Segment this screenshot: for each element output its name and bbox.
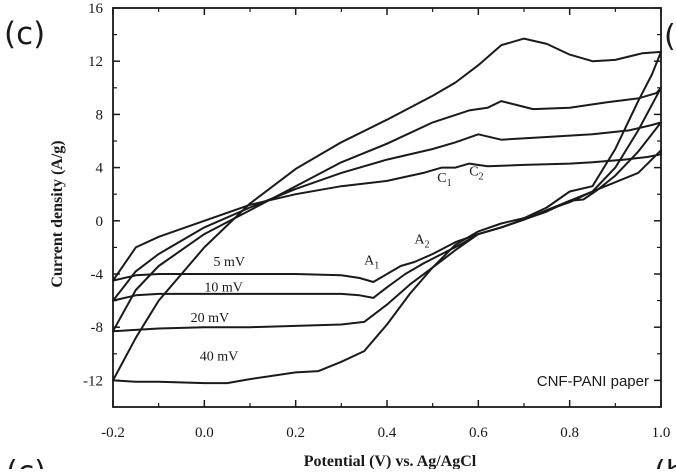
peak-label-c1: C1 [437, 171, 451, 189]
x-tick-label: 0.0 [195, 425, 214, 441]
inset-label: CNF-PANI paper [537, 373, 649, 390]
cv-curve-40mv [112, 37, 662, 385]
peak-label-a2: A2 [414, 232, 429, 250]
y-tick-label: -8 [91, 320, 104, 336]
plot-frame [112, 7, 662, 408]
corner-fragment-bottom-right: (b [654, 455, 676, 469]
x-tick-label: 0.6 [469, 425, 488, 441]
cv-curve-20mv [112, 86, 662, 333]
plot-area [112, 37, 662, 385]
series-label-10mv: 10 mV [204, 280, 243, 295]
peak-label-c2: C2 [469, 165, 483, 183]
corner-fragment-bottom-left: (c) [6, 455, 46, 469]
x-tick-label: 0.8 [560, 425, 579, 441]
panel-label: (c) [4, 16, 45, 52]
y-tick-label: 12 [88, 54, 103, 70]
y-tick-label: 0 [96, 214, 104, 230]
series-label-5mv: 5 mV [213, 255, 245, 270]
peak-label-a1: A1 [364, 254, 379, 272]
y-tick-label: 16 [88, 1, 104, 17]
corner-fragment-top-right: ( [664, 19, 676, 54]
series-label-20mv: 20 mV [191, 311, 230, 326]
x-tick-label: -0.2 [101, 425, 125, 441]
y-axis-title: Current density (A/g) [49, 140, 66, 287]
x-axis-title: Potential (V) vs. Ag/AgCl [304, 453, 477, 469]
x-tick-label: 1.0 [652, 425, 671, 441]
y-tick-label: -4 [91, 267, 104, 283]
x-tick-label: 0.2 [286, 425, 305, 441]
x-axis: -0.2 0.0 0.2 0.4 0.6 0.8 1.0 [101, 8, 670, 441]
cv-curve-10mv [112, 121, 662, 302]
series-label-40mv: 40 mV [200, 349, 239, 364]
x-tick-label: 0.4 [378, 425, 397, 441]
cv-curve-5mv [112, 149, 662, 283]
y-tick-label: -12 [83, 373, 103, 389]
y-tick-label: 4 [96, 161, 104, 177]
y-tick-label: 8 [96, 107, 104, 123]
series-labels: 5 mV 10 mV 20 mV 40 mV [191, 255, 245, 364]
y-axis: -12 -8 -4 0 4 8 12 16 [83, 1, 661, 408]
